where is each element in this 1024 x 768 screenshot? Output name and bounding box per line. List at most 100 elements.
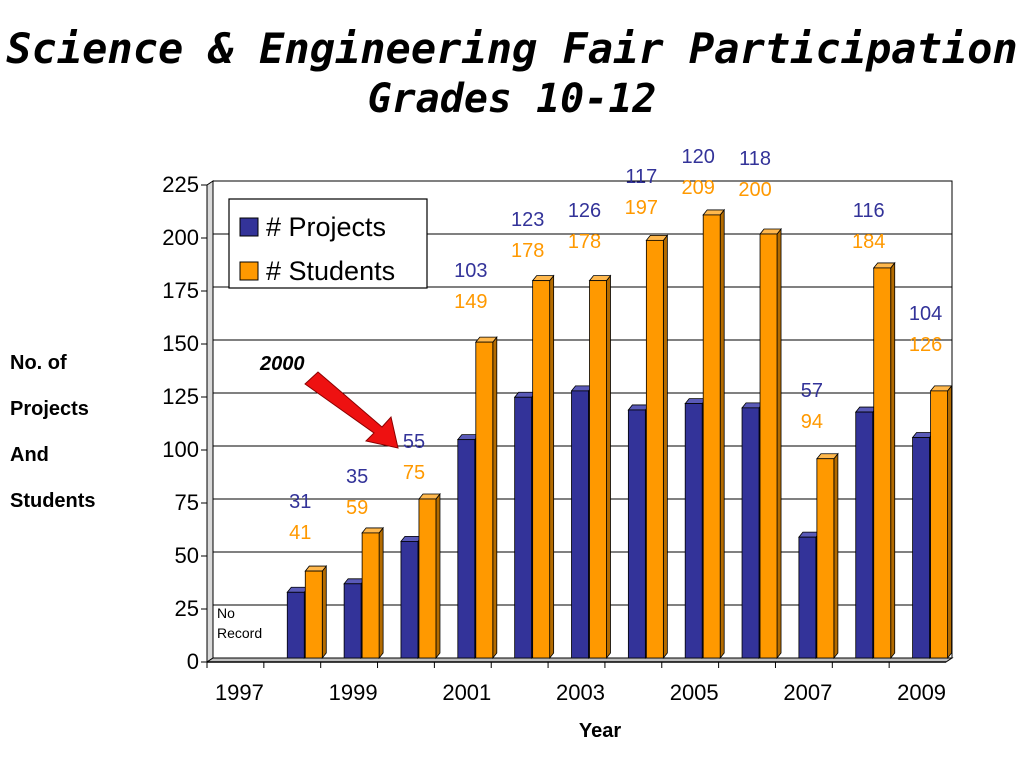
projects-bar [457, 439, 476, 659]
students-bar [930, 390, 948, 659]
y-axis-label: No. of Projects And Students [10, 340, 96, 524]
x-tick-label: 2003 [556, 680, 605, 705]
projects-bar [571, 390, 589, 659]
students-bar-top [418, 493, 441, 500]
x-tick-label: 2007 [783, 680, 832, 705]
students-bar-side [719, 208, 725, 660]
data-label-projects: 116 [853, 200, 885, 222]
data-label-students: 178 [511, 240, 544, 262]
y-axis-label-line-1: No. of [10, 352, 67, 374]
annotation-no-record: Record [217, 625, 262, 641]
data-label-students: 184 [852, 231, 885, 253]
students-bar-side [435, 492, 441, 660]
data-label-projects: 57 [801, 380, 823, 402]
data-label-projects: 117 [625, 166, 657, 188]
data-label-projects: 55 [403, 431, 425, 453]
data-label-students: 126 [909, 334, 942, 356]
students-bar-top [304, 565, 328, 572]
students-bar [418, 498, 437, 659]
legend-label-projects: # Projects [266, 212, 386, 242]
students-bar-top [929, 385, 953, 392]
projects-bar [286, 591, 305, 659]
y-tick-label: 175 [162, 278, 199, 303]
x-tick-label: 1999 [329, 680, 378, 705]
data-label-students: 209 [682, 177, 715, 199]
legend [228, 198, 428, 289]
students-bar-side [492, 335, 498, 660]
students-bar [759, 233, 778, 659]
projects-bar [912, 437, 930, 659]
y-tick-label: 125 [162, 384, 199, 409]
data-label-students: 94 [801, 411, 823, 433]
projects-bar [627, 409, 646, 659]
arrow-icon [304, 371, 399, 449]
students-bar-top [474, 336, 498, 343]
projects-bar [400, 541, 419, 659]
y-tick-label: 25 [175, 596, 199, 621]
students-bar [873, 267, 892, 659]
y-axis-label-line-2: Projects [10, 398, 89, 420]
students-bar [532, 280, 551, 659]
y-axis-label-line-4: Students [10, 490, 96, 512]
data-label-projects: 118 [739, 148, 771, 170]
projects-bar [855, 411, 874, 659]
data-label-students: 149 [454, 291, 487, 313]
students-bar-side [321, 564, 327, 660]
projects-bar [741, 407, 760, 659]
y-tick-label: 100 [162, 437, 199, 462]
annotation-no-record: No [217, 605, 235, 621]
projects-bar [798, 536, 817, 659]
students-bar [702, 214, 721, 659]
students-bar [361, 532, 380, 659]
students-bar-top [702, 209, 726, 216]
data-label-students: 200 [738, 179, 771, 201]
students-bar-top [531, 275, 555, 282]
x-tick-label: 2001 [442, 680, 491, 705]
data-label-students: 178 [568, 231, 601, 253]
y-axis-label-line-3: And [10, 444, 49, 466]
y-tick-label: 225 [162, 172, 199, 197]
y-tick-label: 0 [187, 649, 199, 674]
y-tick-label: 75 [175, 490, 199, 515]
students-bar-side [606, 274, 611, 660]
students-bar-top [645, 234, 669, 241]
annotation-2000: 2000 [259, 353, 305, 375]
students-bar-side [947, 384, 952, 660]
x-tick-label: 2005 [670, 680, 719, 705]
data-label-projects: 120 [682, 146, 715, 168]
students-bar-top [361, 527, 384, 534]
students-bar-side [378, 526, 384, 660]
chart-title: Science & Engineering Fair Participation [6, 24, 1018, 73]
data-label-students: 41 [289, 522, 311, 544]
students-bar-side [549, 274, 555, 660]
data-label-projects: 104 [909, 303, 942, 325]
students-bar-side [890, 261, 896, 660]
data-label-projects: 123 [511, 209, 544, 231]
students-bar-side [776, 227, 782, 660]
projects-bar [514, 396, 533, 659]
legend-swatch-students [239, 261, 259, 281]
data-label-students: 59 [346, 497, 368, 519]
students-bar [645, 239, 664, 659]
legend-label-students: # Students [266, 256, 395, 286]
students-bar-side [662, 234, 668, 660]
y-tick-label: 200 [162, 225, 199, 250]
students-bar-top [759, 228, 782, 235]
data-label-projects: 103 [454, 260, 487, 282]
data-label-projects: 126 [568, 200, 601, 222]
students-bar-top [588, 275, 612, 282]
data-label-students: 75 [403, 462, 425, 484]
students-bar [589, 280, 607, 659]
students-bar-top [872, 262, 896, 269]
data-label-students: 197 [625, 197, 658, 219]
y-tick-label: 50 [175, 543, 199, 568]
students-bar-side [833, 452, 839, 660]
projects-bar [684, 403, 703, 659]
students-bar-top [816, 453, 839, 460]
x-tick-label: 2009 [897, 680, 946, 705]
legend-swatch-projects [239, 217, 259, 237]
projects-bar [343, 583, 362, 659]
y-tick-label: 150 [162, 331, 199, 356]
x-tick-label: 1997 [215, 680, 264, 705]
